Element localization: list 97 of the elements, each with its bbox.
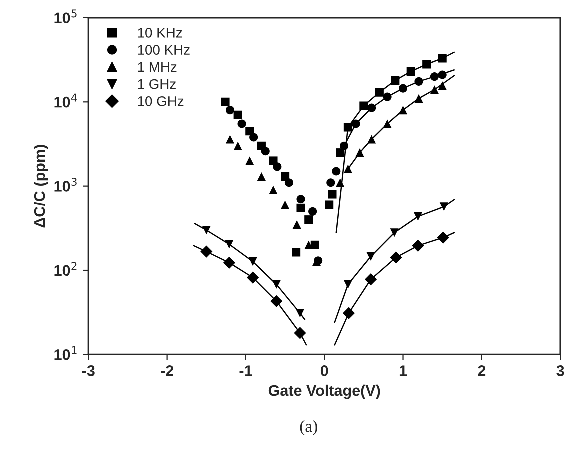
point — [294, 327, 306, 340]
x-tick-label: 1 — [400, 366, 408, 376]
point — [414, 212, 422, 221]
legend-label: 10 KHz — [138, 28, 182, 38]
point — [437, 232, 450, 244]
point — [238, 120, 246, 128]
y-tick-label: 10$^{3}$ — [54, 178, 77, 192]
point — [250, 133, 258, 142]
y-tick-label: 10$^{2}$ — [54, 262, 77, 276]
point — [438, 54, 447, 63]
point — [438, 70, 447, 80]
point — [281, 200, 290, 210]
point — [430, 72, 439, 82]
point — [296, 204, 306, 212]
y-tick-label: 10$^{1}$ — [54, 346, 77, 360]
point — [272, 280, 281, 289]
x-axis-title: Gate Voltage(V) — [268, 384, 380, 400]
line-series — [334, 232, 456, 346]
point — [226, 135, 235, 144]
legend-label: 1 MHz — [138, 62, 177, 72]
point — [390, 228, 399, 238]
point — [375, 88, 384, 97]
point — [284, 178, 294, 188]
point — [310, 240, 320, 250]
point — [398, 106, 408, 115]
x-tick-label: -2 — [161, 366, 174, 376]
point — [344, 123, 352, 132]
point — [366, 252, 376, 261]
point — [246, 156, 254, 166]
x-tick-label: 0 — [320, 366, 328, 376]
y-tick-label: 10$^{4}$ — [54, 94, 78, 108]
line-series — [194, 223, 306, 320]
point — [440, 202, 448, 212]
point — [269, 186, 278, 194]
point — [225, 240, 234, 249]
point — [234, 110, 242, 120]
point — [292, 248, 301, 257]
point — [383, 120, 392, 128]
point — [364, 274, 378, 286]
point — [246, 127, 254, 136]
point — [422, 60, 432, 69]
point — [221, 98, 230, 106]
point — [336, 178, 345, 188]
point — [246, 272, 260, 284]
point — [412, 240, 424, 252]
point — [438, 82, 447, 90]
legend-label: 1 GHz — [138, 79, 176, 90]
point — [414, 94, 424, 103]
point — [273, 162, 282, 172]
y-axis-title: ΔC/C (ppm) — [34, 145, 48, 228]
point — [308, 207, 318, 216]
line-series — [193, 245, 308, 346]
point — [223, 256, 236, 270]
point — [336, 148, 345, 158]
point — [342, 307, 356, 320]
point — [234, 142, 242, 150]
legend-label: 10 GHz — [138, 96, 184, 106]
point — [292, 220, 302, 229]
point — [390, 252, 402, 264]
text: (a) — [300, 420, 318, 436]
point — [383, 92, 392, 102]
point — [200, 246, 213, 258]
point — [344, 164, 352, 174]
point — [296, 309, 305, 318]
point — [226, 106, 235, 115]
point — [344, 280, 352, 289]
x-tick-label: -1 — [240, 366, 252, 376]
x-tick-label: 3 — [556, 366, 564, 376]
x-tick-label: -3 — [82, 366, 95, 376]
point — [261, 147, 270, 156]
line-series — [336, 52, 456, 234]
point — [406, 67, 416, 76]
point — [332, 167, 341, 176]
point — [398, 84, 408, 93]
point — [391, 76, 400, 85]
point — [248, 258, 258, 266]
point — [356, 148, 364, 158]
point — [257, 172, 266, 182]
y-tick-label: 10$^{5}$ — [54, 10, 77, 24]
point — [368, 135, 376, 144]
point — [304, 240, 314, 250]
point — [328, 190, 337, 199]
point — [414, 77, 424, 86]
point — [368, 104, 376, 112]
point — [352, 120, 360, 128]
legend-label: 100 KHz — [138, 45, 190, 55]
x-tick-label: 2 — [478, 366, 486, 376]
point — [326, 178, 336, 188]
point — [296, 195, 306, 204]
point — [430, 86, 439, 94]
line-series — [334, 199, 456, 324]
point — [325, 200, 334, 210]
point — [360, 102, 368, 110]
point — [270, 295, 283, 308]
point — [304, 216, 314, 224]
point — [340, 142, 349, 150]
point — [202, 226, 211, 235]
